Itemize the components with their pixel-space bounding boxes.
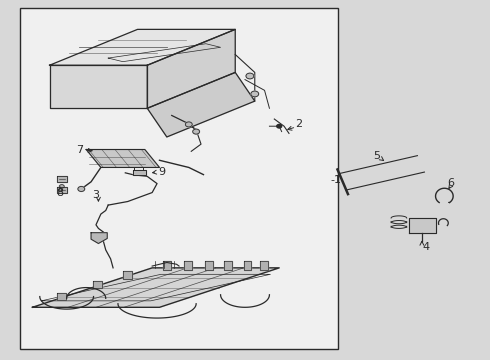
- Polygon shape: [57, 176, 67, 182]
- Text: 7: 7: [75, 145, 83, 155]
- Polygon shape: [133, 170, 146, 175]
- FancyBboxPatch shape: [20, 8, 338, 348]
- Polygon shape: [409, 218, 436, 233]
- Text: 2: 2: [295, 120, 302, 129]
- Text: 3: 3: [93, 190, 99, 200]
- Bar: [184, 261, 192, 270]
- Polygon shape: [57, 187, 67, 193]
- Text: 6: 6: [448, 178, 455, 188]
- Text: 4: 4: [422, 242, 429, 252]
- Bar: [94, 281, 102, 288]
- Bar: [205, 261, 213, 270]
- Circle shape: [78, 186, 85, 192]
- Bar: [224, 261, 232, 270]
- Circle shape: [185, 122, 192, 127]
- Polygon shape: [147, 72, 255, 137]
- Bar: [123, 271, 132, 279]
- Circle shape: [59, 185, 64, 188]
- Polygon shape: [49, 30, 235, 65]
- Polygon shape: [32, 268, 279, 307]
- Text: -1: -1: [331, 175, 342, 185]
- Text: 8: 8: [57, 188, 64, 198]
- Circle shape: [277, 125, 282, 128]
- Bar: [260, 261, 268, 270]
- Text: 5: 5: [373, 151, 380, 161]
- Polygon shape: [147, 30, 235, 108]
- Text: 9: 9: [158, 167, 166, 177]
- Circle shape: [251, 91, 259, 97]
- Circle shape: [246, 73, 254, 79]
- Bar: [164, 261, 171, 270]
- Bar: [57, 293, 66, 300]
- Bar: [244, 261, 251, 270]
- Polygon shape: [86, 149, 159, 167]
- Polygon shape: [49, 65, 147, 108]
- Polygon shape: [91, 233, 107, 243]
- Circle shape: [193, 129, 199, 134]
